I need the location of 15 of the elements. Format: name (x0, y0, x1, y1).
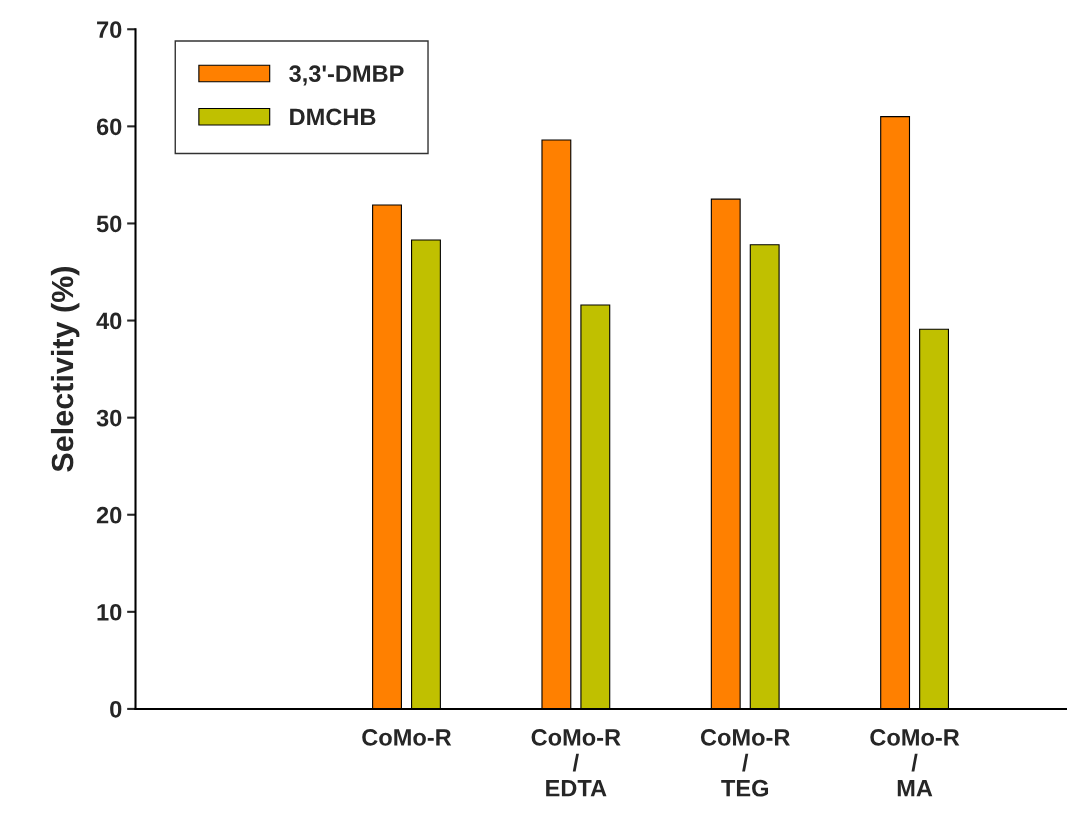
y-tick-label: 70 (97, 21, 122, 39)
x-tick-label: CoMo-R (362, 729, 452, 746)
x-tick-label: CoMo-R / EDTA (531, 729, 621, 797)
legend-label: DMCHB (290, 108, 376, 126)
y-tick-label: 30 (96, 409, 122, 427)
x-tick-label: CoMo-R / TEG (700, 729, 790, 797)
y-axis-title: Selectivity (%) (50, 267, 80, 472)
y-tick-label: 20 (96, 506, 122, 524)
legend-label: 3,3'-DMBP (289, 65, 404, 86)
y-tick-label: 50 (96, 215, 122, 233)
y-tick-label: 0 (110, 701, 122, 718)
y-tick-label: 60 (96, 118, 122, 136)
x-tick-label: CoMo-R / MA (870, 729, 960, 797)
y-tick-label: 10 (97, 603, 122, 621)
y-tick-label: 40 (96, 312, 122, 330)
